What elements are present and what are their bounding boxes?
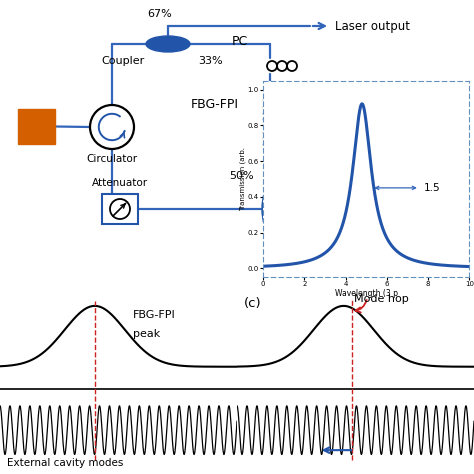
Polygon shape xyxy=(339,194,381,224)
Text: Mode hop: Mode hop xyxy=(354,294,409,304)
Text: PC: PC xyxy=(232,35,248,48)
Text: peak: peak xyxy=(133,329,160,339)
Text: 50%: 50% xyxy=(230,171,255,181)
Text: External cavity modes: External cavity modes xyxy=(7,457,124,467)
Text: 50%: 50% xyxy=(280,171,304,181)
Text: 33%: 33% xyxy=(198,56,223,66)
Text: FBG-FPI: FBG-FPI xyxy=(191,98,239,111)
Text: 67%: 67% xyxy=(147,9,173,19)
Text: mor: mor xyxy=(408,208,429,218)
Text: FBG-FPI: FBG-FPI xyxy=(133,310,175,320)
Text: (c): (c) xyxy=(244,297,262,310)
Y-axis label: Transmission (arb.: Transmission (arb. xyxy=(240,147,246,211)
Ellipse shape xyxy=(146,36,190,52)
Polygon shape xyxy=(18,109,55,144)
Text: Coupler: Coupler xyxy=(101,56,145,66)
Text: Attenuator: Attenuator xyxy=(92,178,148,188)
X-axis label: Wavelength (3 p: Wavelength (3 p xyxy=(335,289,398,298)
Text: Laser output: Laser output xyxy=(335,19,410,33)
Text: Circulator: Circulator xyxy=(86,154,137,164)
Polygon shape xyxy=(343,198,376,220)
Ellipse shape xyxy=(262,187,278,231)
Text: PD: PD xyxy=(352,178,368,188)
Text: 1.5: 1.5 xyxy=(424,183,440,193)
Polygon shape xyxy=(102,194,138,224)
Text: Mode-h: Mode-h xyxy=(408,194,447,204)
